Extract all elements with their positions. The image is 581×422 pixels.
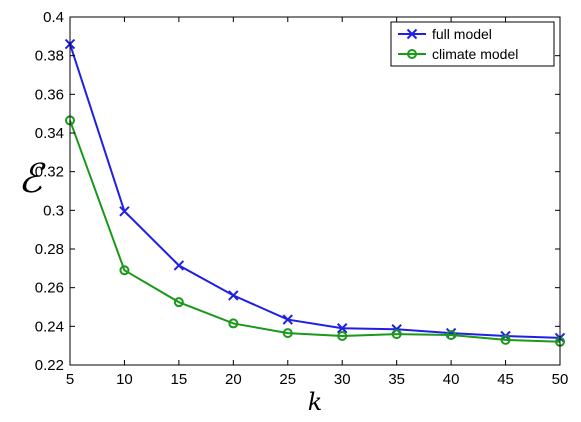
legend-label: climate model — [432, 46, 518, 62]
x-tick-label: 10 — [116, 371, 133, 388]
y-tick-label: 0.34 — [35, 125, 64, 142]
data-point — [337, 331, 348, 341]
y-tick-label: 0.22 — [35, 357, 64, 374]
x-tick-label: 45 — [497, 371, 514, 388]
y-tick-label: 0.28 — [35, 241, 64, 258]
x-tick-label: 30 — [334, 371, 351, 388]
x-tick-label: 15 — [171, 371, 188, 388]
y-tick-label: 0.38 — [35, 48, 64, 65]
x-tick-label: 40 — [443, 371, 460, 388]
data-point — [119, 206, 130, 217]
legend-marker — [406, 28, 418, 40]
legend-entry-0: full model — [398, 26, 492, 42]
y-tick-label: 0.32 — [35, 164, 64, 181]
y-tick-label: 0.36 — [35, 86, 64, 103]
legend-marker — [407, 49, 417, 59]
y-tick-label: 0.4 — [43, 9, 64, 26]
legend: full model climate model — [390, 21, 555, 67]
plot-background — [70, 17, 560, 365]
data-point — [337, 323, 348, 334]
x-tick-label: 20 — [225, 371, 242, 388]
legend-entry-1: climate model — [398, 46, 518, 62]
legend-label: full model — [432, 26, 492, 42]
x-tick-label: 5 — [66, 371, 74, 388]
marker-stroke — [228, 290, 239, 301]
axes-box — [69, 16, 561, 366]
marker-stroke — [282, 314, 293, 325]
series-line-1 — [69, 120, 561, 343]
y-tick-label: 0.26 — [35, 280, 64, 297]
data-point — [500, 334, 511, 345]
legend-box — [390, 21, 555, 67]
x-tick-label: 35 — [388, 371, 405, 388]
x-tick-label: 25 — [279, 371, 296, 388]
data-point — [228, 290, 239, 301]
data-point — [446, 330, 457, 341]
y-tick-label: 0.24 — [35, 318, 64, 335]
axis-layer: 5 10 15 20 25 30 35 40 45 50 0.22 0.24 0.26 0.28 0.3 0.… — [35, 9, 569, 388]
marker-stroke — [173, 260, 185, 271]
x-tick-label: 50 — [552, 371, 569, 388]
data-point — [391, 329, 402, 340]
data-point — [282, 328, 293, 339]
data-point — [173, 260, 185, 271]
series-line-0 — [69, 43, 561, 339]
marker-stroke — [119, 206, 130, 217]
data-point — [119, 265, 130, 276]
y-axis-label: ℰ — [18, 156, 46, 202]
data-point — [282, 314, 293, 325]
data-point — [173, 297, 184, 308]
plot-area — [70, 17, 560, 365]
data-point — [228, 318, 239, 329]
x-axis-label: k — [308, 388, 323, 416]
y-tick-label: 0.3 — [43, 202, 64, 219]
marker-stroke — [337, 323, 348, 334]
